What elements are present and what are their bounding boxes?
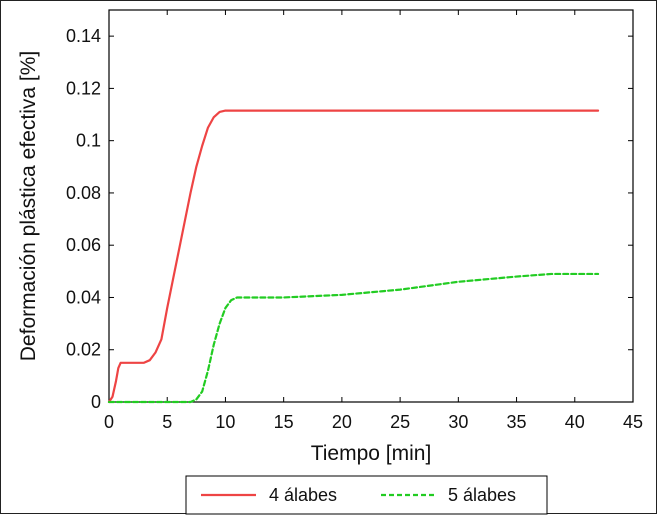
y-tick-label: 0.04 (66, 287, 101, 307)
y-tick-label: 0 (91, 392, 101, 412)
x-tick-label: 15 (274, 412, 294, 432)
series-line-5-alabes (107, 272, 600, 404)
y-axis-ticks: 0 0.02 0.04 0.06 0.08 0.1 0.12 0.14 (66, 26, 633, 412)
x-tick-label: 20 (332, 412, 352, 432)
x-axis-ticks: 0 5 10 15 20 25 30 35 40 45 (104, 10, 643, 432)
x-tick-label: 0 (104, 412, 114, 432)
legend: 4 álabes 5 álabes (185, 475, 548, 515)
y-tick-label: 0.12 (66, 78, 101, 98)
x-tick-label: 25 (390, 412, 410, 432)
plot-frame (108, 9, 634, 403)
x-tick-label: 5 (162, 412, 172, 432)
y-tick-label: 0.06 (66, 235, 101, 255)
y-tick-label: 0.1 (76, 131, 101, 151)
x-tick-label: 40 (565, 412, 585, 432)
x-tick-label: 30 (448, 412, 468, 432)
x-axis-label: Tiempo [min] (311, 442, 432, 465)
y-tick-label: 0.02 (66, 340, 101, 360)
x-tick-label: 10 (215, 412, 235, 432)
legend-label-5-alabes: 5 álabes (448, 485, 516, 505)
x-tick-label: 45 (623, 412, 643, 432)
series-line-4-alabes (107, 109, 600, 404)
series-layer (107, 109, 600, 404)
y-axis-label: Deformación plástica efectiva [%] (17, 51, 40, 361)
x-tick-label: 35 (507, 412, 527, 432)
y-tick-label: 0.08 (66, 183, 101, 203)
legend-label-4-alabes: 4 álabes (269, 485, 337, 505)
y-tick-label: 0.14 (66, 26, 101, 46)
